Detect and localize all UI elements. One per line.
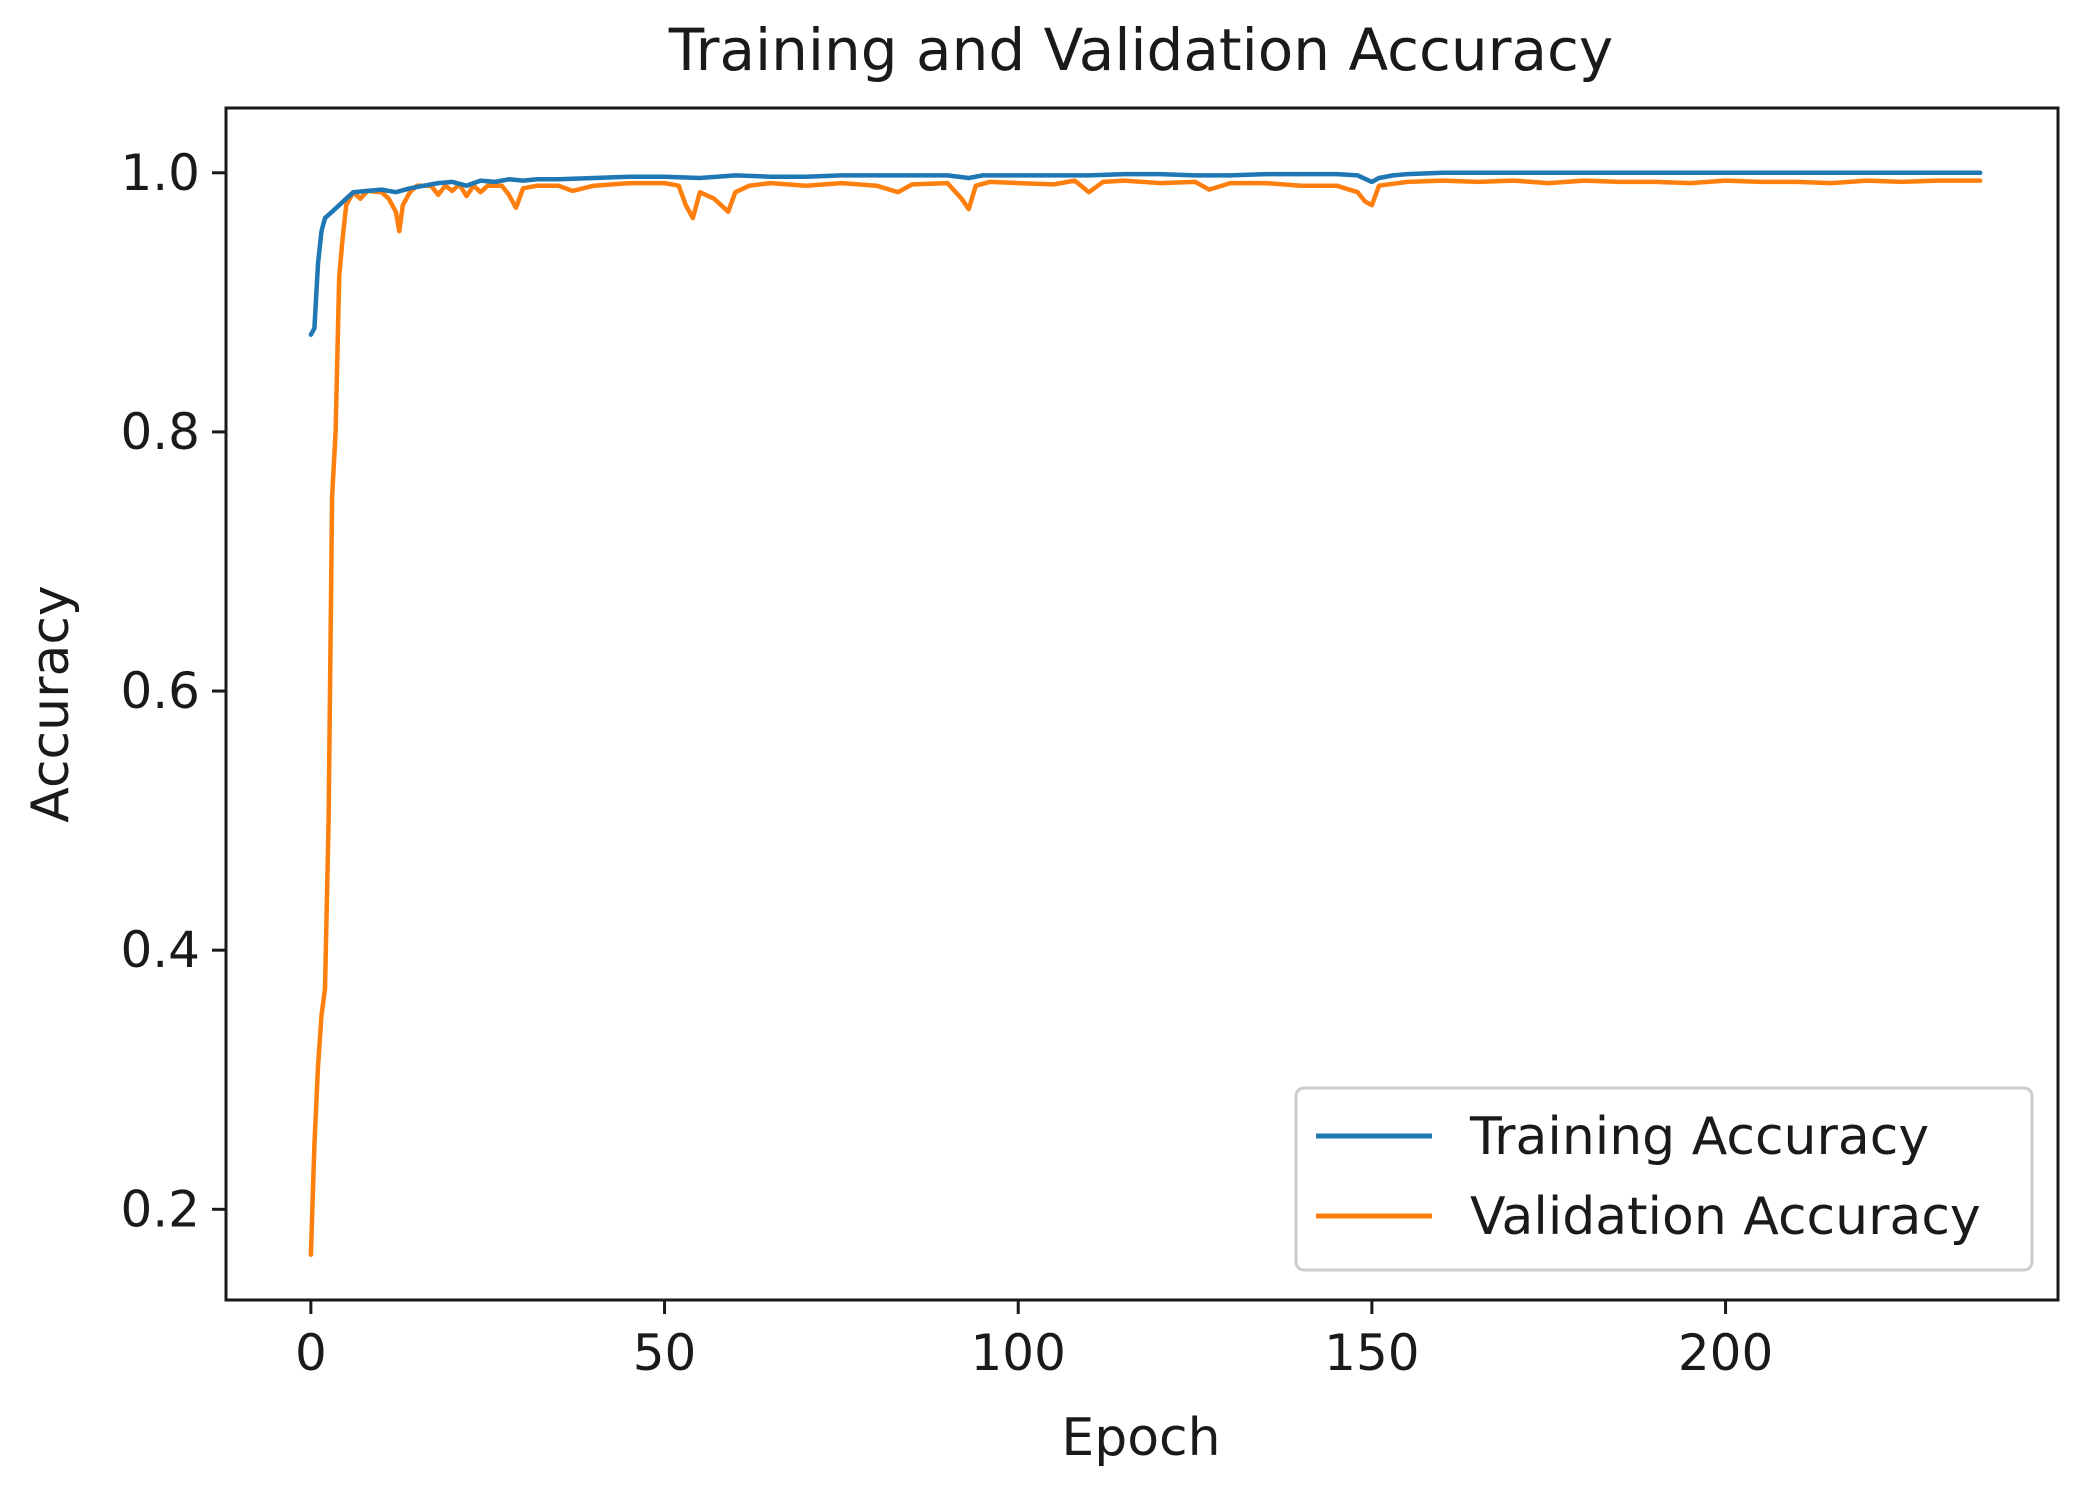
x-axis-ticks: 0 50 100 150 200 (295, 1300, 1773, 1382)
y-tick-label: 0.4 (120, 921, 200, 979)
y-tick-label: 0.2 (120, 1180, 200, 1238)
x-tick-label: 100 (970, 1324, 1065, 1382)
x-tick-label: 150 (1324, 1324, 1419, 1382)
legend-label-training: Training Accuracy (1469, 1107, 1929, 1167)
x-axis-title: Epoch (1061, 1408, 1220, 1468)
x-tick-label: 200 (1678, 1324, 1773, 1382)
validation-accuracy-line (308, 178, 1983, 1257)
series-lines (308, 170, 1983, 1257)
x-tick-label: 0 (295, 1324, 327, 1382)
legend: Training Accuracy Validation Accuracy (1294, 1086, 2034, 1272)
plot-area-frame (224, 106, 2060, 1302)
y-axis-title: Accuracy (21, 585, 81, 822)
training-accuracy-line (308, 170, 1983, 337)
legend-label-validation: Validation Accuracy (1470, 1187, 1981, 1247)
chart-title: Training and Validation Accuracy (668, 16, 1613, 84)
y-tick-label: 1.0 (120, 144, 200, 202)
legend-box (1294, 1086, 2034, 1272)
y-tick-label: 0.8 (120, 403, 200, 461)
y-axis-ticks: 0.2 0.4 0.6 0.8 1.0 (120, 144, 226, 1238)
x-tick-label: 50 (633, 1324, 697, 1382)
y-tick-label: 0.6 (120, 662, 200, 720)
